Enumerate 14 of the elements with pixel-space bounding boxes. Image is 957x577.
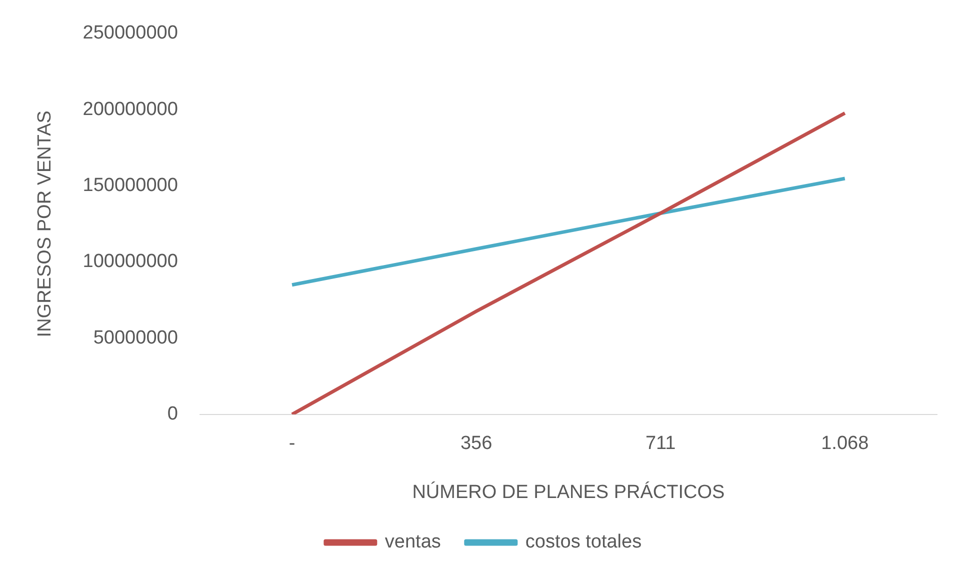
x-tick-label: 711: [645, 433, 676, 454]
y-tick-label: 250000000: [82, 22, 178, 44]
x-tick-label: 1.068: [821, 433, 869, 454]
y-tick-label: 50000000: [93, 327, 178, 348]
y-tick-label: 200000000: [82, 98, 178, 120]
x-tick-label: 356: [460, 433, 492, 454]
legend-label: costos totales: [525, 532, 642, 553]
y-tick-label: 150000000: [82, 175, 178, 196]
x-tick-label: -: [288, 433, 296, 454]
y-tick-label: 0: [167, 404, 178, 425]
legend-label: ventas: [384, 532, 441, 553]
y-axis-title: INGRESOS POR VENTAS: [34, 110, 56, 338]
x-axis-title: NÚMERO DE PLANES PRÁCTICOS: [412, 480, 725, 503]
y-tick-label: 100000000: [82, 251, 178, 272]
